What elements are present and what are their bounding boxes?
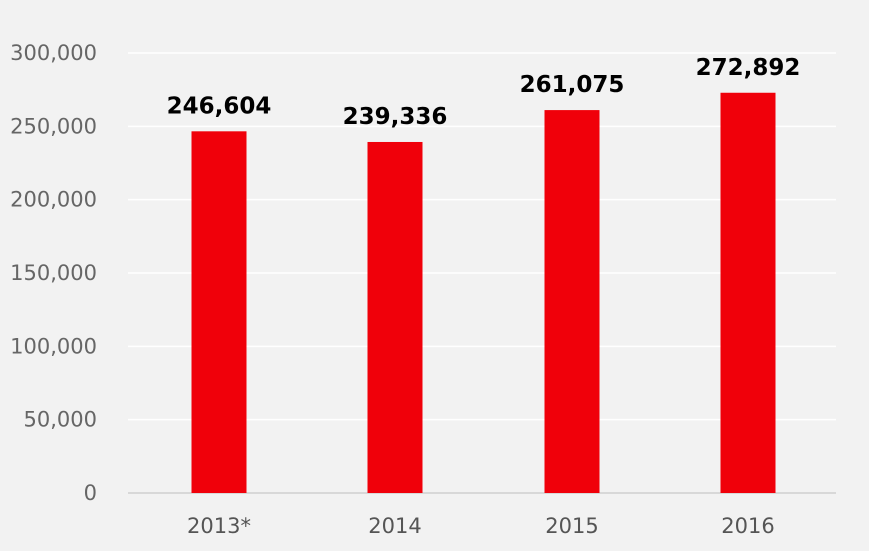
- x-tick-label: 2014: [368, 514, 421, 538]
- y-axis: 0 50,000 100,000 150,000 200,000 250,000 300,0…: [10, 41, 97, 505]
- y-tick-label: 200,000: [10, 188, 97, 212]
- data-labels: 246,604 239,336 261,075 272,892: [167, 55, 801, 130]
- bar-series: [191, 92, 776, 494]
- bar-2014: [367, 141, 423, 493]
- data-label: 272,892: [696, 55, 801, 81]
- bar-2013: [191, 131, 247, 493]
- y-tick-label: 50,000: [24, 408, 97, 432]
- y-tick-label: 150,000: [10, 261, 97, 285]
- y-tick-label: 250,000: [10, 114, 97, 138]
- x-tick-label: 2016: [721, 514, 774, 538]
- bar-2016: [720, 92, 776, 494]
- y-tick-label: 0: [84, 481, 97, 505]
- x-tick-label: 2013*: [187, 514, 251, 538]
- x-axis: 2013* 2014 2015 2016: [187, 514, 775, 538]
- data-label: 246,604: [167, 93, 272, 119]
- y-tick-label: 300,000: [10, 41, 97, 65]
- data-label: 261,075: [520, 72, 625, 98]
- x-tick-label: 2015: [545, 514, 598, 538]
- data-label: 239,336: [343, 104, 448, 130]
- bar-2015: [544, 110, 600, 493]
- y-tick-label: 100,000: [10, 334, 97, 358]
